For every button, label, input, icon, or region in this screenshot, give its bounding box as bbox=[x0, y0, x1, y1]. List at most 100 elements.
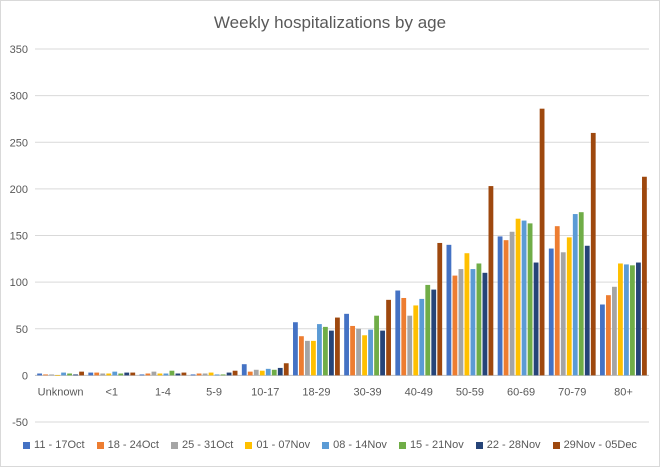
bar bbox=[253, 369, 259, 376]
bar bbox=[362, 335, 367, 376]
bar bbox=[380, 330, 385, 376]
bar bbox=[55, 375, 60, 376]
bar bbox=[329, 330, 334, 376]
y-tick-label: 150 bbox=[10, 231, 28, 243]
bar bbox=[305, 340, 310, 376]
legend-item: 25 - 31Oct bbox=[170, 439, 234, 451]
bar bbox=[578, 212, 584, 376]
legend-swatch bbox=[398, 441, 406, 449]
bar bbox=[49, 374, 54, 376]
legend-label: 18 - 24Oct bbox=[107, 439, 159, 451]
x-tick-label: 50-59 bbox=[456, 386, 484, 398]
bar bbox=[350, 325, 355, 376]
bar bbox=[612, 286, 617, 376]
bar bbox=[509, 231, 515, 376]
bar bbox=[241, 364, 247, 376]
bar bbox=[446, 244, 452, 376]
bar bbox=[43, 374, 48, 376]
legend: 11 - 17Oct 18 - 24Oct 25 - 31Oct 01 - 07Nov… bbox=[1, 439, 659, 451]
bar bbox=[464, 253, 470, 376]
legend-swatch bbox=[245, 441, 253, 449]
bar bbox=[73, 374, 78, 376]
bar bbox=[413, 305, 419, 376]
bar bbox=[356, 328, 361, 376]
legend-item: 29Nov - 05Dec bbox=[552, 439, 637, 451]
bar bbox=[497, 236, 503, 376]
bar bbox=[419, 298, 425, 376]
bar bbox=[527, 223, 533, 376]
x-tick-label: 40-49 bbox=[405, 386, 433, 398]
bar bbox=[618, 263, 623, 376]
legend-item: 15 - 21Nov bbox=[398, 439, 464, 451]
legend-label: 01 - 07Nov bbox=[256, 439, 311, 451]
bar bbox=[94, 372, 100, 376]
bar bbox=[560, 252, 566, 376]
bar bbox=[190, 374, 196, 376]
bar bbox=[283, 363, 289, 376]
bar bbox=[88, 372, 94, 376]
y-tick-label: -50 bbox=[12, 417, 28, 429]
bar bbox=[584, 245, 590, 376]
bar bbox=[265, 368, 271, 376]
x-tick-label: Unknown bbox=[38, 386, 84, 398]
legend-label: 22 - 28Nov bbox=[486, 439, 541, 451]
bar bbox=[482, 272, 488, 376]
chart-title: Weekly hospitalizations by age bbox=[213, 13, 447, 32]
bar bbox=[100, 373, 106, 376]
bar bbox=[515, 218, 521, 376]
bar bbox=[293, 322, 298, 376]
bar bbox=[130, 372, 136, 376]
legend-swatch bbox=[322, 441, 330, 449]
bar bbox=[386, 299, 391, 376]
x-tick-label: 70-79 bbox=[558, 386, 586, 398]
bar bbox=[259, 370, 265, 376]
x-tick-label: 10-17 bbox=[251, 386, 279, 398]
bar bbox=[169, 370, 175, 376]
legend-label: 08 - 14Nov bbox=[333, 439, 387, 451]
bar bbox=[642, 176, 647, 376]
bar bbox=[395, 290, 401, 376]
bar bbox=[106, 373, 112, 376]
bar bbox=[407, 315, 413, 376]
bar bbox=[521, 220, 527, 376]
bar bbox=[624, 264, 629, 376]
legend-swatch bbox=[170, 441, 178, 449]
legend-label: 25 - 31Oct bbox=[181, 439, 234, 451]
bar bbox=[630, 265, 635, 376]
bar bbox=[124, 372, 130, 376]
bar bbox=[196, 373, 202, 376]
bar bbox=[157, 373, 163, 376]
x-tick-label: 80+ bbox=[614, 386, 633, 398]
x-tick-label: 60-69 bbox=[507, 386, 535, 398]
bar bbox=[299, 336, 304, 376]
y-tick-label: 50 bbox=[16, 324, 28, 336]
x-axis-ticks: Unknown <1 1-4 5-9 10-17 18-29 30-39 40-49 50-59… bbox=[38, 386, 633, 398]
legend-item: 18 - 24Oct bbox=[96, 439, 159, 451]
bar bbox=[344, 313, 349, 376]
bar bbox=[566, 237, 572, 376]
bar bbox=[590, 132, 596, 376]
bar bbox=[271, 369, 277, 376]
bar bbox=[533, 262, 539, 376]
bar bbox=[636, 262, 641, 376]
legend-swatch bbox=[475, 441, 483, 449]
bar bbox=[151, 371, 157, 376]
legend-item: 11 - 17Oct bbox=[23, 439, 85, 451]
bar bbox=[139, 374, 145, 376]
bar bbox=[61, 372, 66, 376]
bar bbox=[323, 326, 328, 376]
x-tick-label: 5-9 bbox=[206, 386, 222, 398]
y-tick-label: 300 bbox=[10, 91, 28, 103]
gridlines bbox=[35, 48, 649, 423]
bar bbox=[452, 275, 458, 376]
bar bbox=[277, 367, 283, 376]
bar bbox=[374, 315, 379, 376]
y-tick-label: 200 bbox=[10, 184, 28, 196]
x-tick-label: 30-39 bbox=[354, 386, 382, 398]
bar bbox=[232, 370, 238, 376]
legend-label: 11 - 17Oct bbox=[34, 439, 85, 451]
bar bbox=[470, 269, 476, 376]
legend-item: 01 - 07Nov bbox=[245, 439, 310, 451]
